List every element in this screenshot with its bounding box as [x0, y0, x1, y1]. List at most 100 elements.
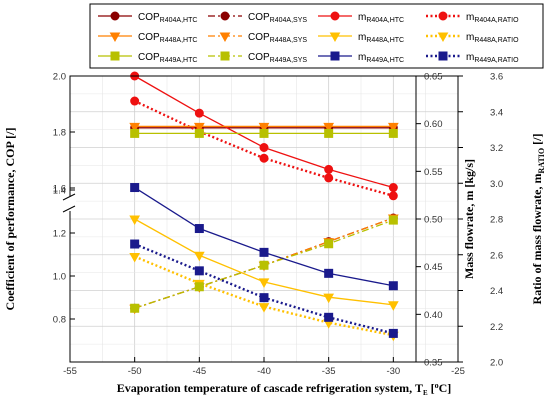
point-cop-r449a-sys-0	[130, 303, 140, 313]
point-m-r449a-ratio-4	[388, 328, 398, 338]
legend-label-m-r449a-ratio: mR449A,RATIO	[466, 52, 519, 64]
legend-label-cop-r404a-htc: COPR404A,HTC	[138, 12, 197, 24]
legend-entry-m-r449a-ratio: mR449A,RATIO	[426, 51, 519, 64]
y-right-tick-label-3: 2.6	[490, 250, 503, 261]
legend-entry-cop-r404a-sys: COPR404A,SYS	[208, 11, 307, 24]
y-mid-tick-label-3: 0.50	[424, 215, 443, 226]
x-tick-label-3: -40	[257, 366, 271, 377]
legend-marker-cop-r404a-sys	[220, 11, 230, 21]
legend-marker-m-r449a-ratio	[438, 51, 448, 61]
legend-label-m-r404a-ratio: mR404A,RATIO	[466, 12, 519, 24]
y-mid-tick-label-0: 0.35	[424, 358, 443, 369]
legend-marker-m-r404a-ratio	[438, 11, 448, 21]
x-tick-label-6: -25	[451, 366, 465, 377]
legend-entry-m-r448a-htc: mR448A,HTC	[318, 32, 404, 44]
legend-label-cop-r448a-sys: COPR448A,SYS	[248, 32, 307, 44]
series-m-r449a-ratio	[130, 239, 398, 338]
point-cop-r449a-htc-2	[259, 128, 269, 138]
legend-marker-cop-r449a-sys	[220, 51, 230, 61]
y-right-tick-label-0: 2.0	[490, 358, 503, 369]
series-layer	[129, 71, 399, 342]
legend-marker-m-r449a-htc	[330, 51, 340, 61]
point-m-r449a-ratio-2	[259, 293, 269, 303]
legend-marker-m-r448a-ratio	[437, 32, 449, 43]
y-right-tick-label-6: 3.2	[490, 143, 503, 154]
axis-break-mark-2	[62, 205, 76, 213]
y-left-tick-label-0: 0.8	[53, 315, 66, 326]
axes: -55 -50 -45 -40 -35 -30 -25 0.8 1.0 1.2 1.41.6 1.8 2…	[3, 72, 546, 398]
point-m-r449a-ratio-0	[130, 239, 140, 249]
series-m-r449a-htc	[130, 183, 398, 291]
point-m-r449a-ratio-3	[324, 312, 334, 322]
point-m-r404a-htc-3	[324, 164, 334, 174]
point-m-r449a-htc-3	[324, 268, 334, 278]
y-right-axis-title: Ratio of mass flowrate, mRATIO [/]	[530, 134, 546, 305]
y-left-tick-label-4: 1.6	[53, 184, 66, 195]
x-tick-label-1: -50	[128, 366, 142, 377]
legend-label-m-r448a-htc: mR448A,HTC	[358, 32, 404, 44]
point-cop-r448a-htc-0	[129, 122, 141, 133]
legend-entry-cop-r404a-htc: COPR404A,HTC	[98, 11, 197, 24]
point-m-r404a-htc-4	[388, 183, 398, 193]
grid	[69, 75, 459, 363]
series-cop-r449a-htc	[130, 128, 398, 138]
axis-break-mark-1	[62, 193, 76, 201]
legend-label-m-r449a-htc: mR449A,HTC	[358, 52, 404, 64]
point-cop-r449a-sys-2	[259, 260, 269, 270]
y-left-tick-label-5: 1.8	[53, 128, 66, 139]
legend-marker-m-r404a-htc	[330, 11, 340, 21]
point-cop-r449a-htc-4	[388, 128, 398, 138]
point-cop-r448a-htc-1	[193, 122, 205, 133]
point-m-r404a-ratio-3	[324, 173, 334, 183]
y-mid-tick-label-4: 0.55	[424, 167, 443, 178]
legend-label-cop-r449a-sys: COPR449A,SYS	[248, 52, 307, 64]
y-mid-tick-label-2: 0.45	[424, 262, 443, 273]
y-left-axis-title: Coefficient of performance, COP [/]	[3, 128, 17, 311]
point-cop-r449a-sys-3	[324, 239, 334, 249]
point-cop-r449a-htc-0	[130, 128, 140, 138]
point-m-r449a-htc-0	[130, 183, 140, 193]
point-m-r448a-htc-3	[323, 293, 335, 304]
legend-label-m-r404a-htc: mR404A,HTC	[358, 12, 404, 24]
point-m-r449a-htc-1	[194, 224, 204, 234]
point-m-r404a-ratio-4	[388, 191, 398, 201]
point-m-r448a-ratio-0	[129, 253, 141, 263]
point-m-r404a-htc-1	[194, 108, 204, 118]
x-tick-label-4: -35	[322, 366, 336, 377]
point-m-r448a-htc-1	[193, 251, 205, 262]
legend-marker-cop-r448a-htc	[109, 32, 121, 43]
x-axis-title: Evaporation temperature of cascade refri…	[117, 381, 452, 397]
y-right-tick-label-7: 3.4	[490, 107, 503, 118]
y-right-tick-label-1: 2.2	[490, 322, 503, 333]
legend-label-cop-r448a-htc: COPR448A,HTC	[138, 32, 197, 44]
legend-entry-cop-r448a-htc: COPR448A,HTC	[98, 32, 197, 44]
point-cop-r448a-htc-2	[258, 122, 270, 133]
point-cop-r448a-htc-3	[323, 122, 335, 133]
series-m-r448a-htc	[129, 215, 399, 311]
y-mid-tick-label-6: 0.65	[424, 72, 443, 83]
legend-label-m-r448a-ratio: mR448A,RATIO	[466, 32, 519, 44]
point-m-r448a-ratio-2	[258, 303, 270, 313]
x-tick-label-5: -30	[386, 366, 400, 377]
legend-label-cop-r404a-sys: COPR404A,SYS	[248, 12, 307, 24]
y-right-tick-label-2: 2.4	[490, 286, 503, 297]
y-right-tick-label-4: 2.8	[490, 215, 503, 226]
point-m-r449a-htc-4	[388, 281, 398, 291]
legend-entry-cop-r449a-sys: COPR449A,SYS	[208, 51, 307, 64]
legend: COPR404A,HTC COPR404A,SYS mR404A,HTC mR404A…	[89, 3, 544, 69]
legend-entry-m-r448a-ratio: mR448A,RATIO	[426, 32, 519, 44]
legend-marker-cop-r449a-htc	[110, 51, 120, 61]
y-left-tick-label-6: 2.0	[53, 72, 66, 83]
legend-entry-m-r449a-htc: mR449A,HTC	[318, 51, 404, 64]
point-m-r404a-htc-2	[259, 143, 269, 152]
legend-entry-cop-r448a-sys: COPR448A,SYS	[208, 32, 307, 44]
point-m-r449a-htc-2	[259, 247, 269, 257]
x-tick-label-0: -55	[63, 366, 77, 377]
point-m-r404a-ratio-0	[130, 96, 140, 106]
point-cop-r449a-htc-3	[324, 128, 334, 138]
point-m-r404a-ratio-2	[259, 153, 269, 163]
x-tick-label-2: -45	[192, 366, 206, 377]
y-mid-axis-title: Mass flowrate, m [kg/s]	[462, 159, 476, 279]
y-left-tick-label-3: 1.4	[53, 186, 66, 197]
